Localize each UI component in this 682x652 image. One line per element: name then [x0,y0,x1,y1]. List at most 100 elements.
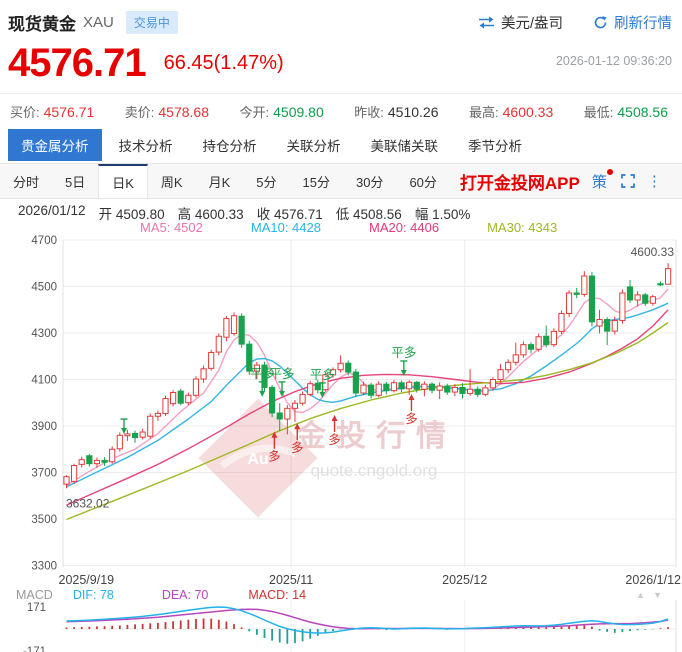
y-axis-label: 4700 [31,235,57,247]
long-mark: 多 [405,394,418,426]
macd-indicator-name[interactable]: MACD [16,587,53,602]
analysis-tab-2[interactable]: 持仓分析 [202,138,257,154]
svg-text:平多: 平多 [310,368,335,382]
quote-field-5: 最低: 4508.56 [583,103,668,120]
close-long-mark: 平多 [310,368,335,398]
analysis-tab-4[interactable]: 美联储关联 [370,138,439,154]
macd-dif-value: DIF: 78 [72,587,114,602]
analysis-tab-3[interactable]: 关联分析 [286,138,341,154]
ohlc-part-2: 收 4576.71 [256,207,323,222]
indicator-pager-arrows[interactable]: ▲▼ [636,590,670,600]
divider [0,93,682,94]
macd-axis-label: -171 [23,646,46,652]
ma-line-MA5 [66,288,669,486]
svg-text:多: 多 [405,412,418,426]
analysis-tab-bar: 贵金属分析 技术分析 持仓分析 关联分析 美联储关联 季节分析 [8,128,682,161]
price-row: 4576.71 66.45(1.47%) 2026-01-12 09:36:20 [8,40,672,92]
y-axis-label: 4500 [31,282,57,294]
close-long-mark: 平多 [250,367,275,397]
svg-text:平多: 平多 [391,346,416,360]
high-annotation: 4600.33 [631,245,675,259]
timeframe-tab-0[interactable]: 分时 [13,174,40,190]
swap-currency-icon[interactable] [478,16,495,29]
x-axis-label: 2025/9/19 [59,573,115,587]
prev-indicator-icon[interactable]: ▲ [636,589,654,600]
strategy-label: 策 [591,173,607,191]
svg-text:多: 多 [291,441,304,455]
timeframe-tab-2[interactable]: 日K [98,164,148,198]
next-indicator-icon[interactable]: ▼ [653,589,670,600]
low-annotation: 3632.02 [66,496,110,510]
strategy-button[interactable]: 策 [591,164,613,198]
header-bar: 现货黄金 XAU 交易中 美元/盎司 刷新行情 [8,8,672,36]
ma-line-MA10 [66,302,669,488]
quote-field-4: 最高: 4600.33 [469,103,554,120]
price-change: 66.45(1.47%) [163,52,284,74]
symbol-code: XAU [83,13,114,31]
macd-panel[interactable]: 171 -171 [0,600,682,652]
trading-status-badge: 交易中 [125,10,178,34]
last-price: 4576.71 [8,41,147,85]
quote-field-3: 昨收: 4510.26 [354,103,439,120]
timeframe-tab-7[interactable]: 30分 [355,174,384,190]
timeframe-tab-6[interactable]: 15分 [302,174,330,190]
quote-field-0: 买价: 4576.71 [10,103,95,120]
timeframe-bar: 分时 5日 日K 周K 月K 5分 15分 30分 60分 打开金投网APP 策 ⋮ [0,163,682,199]
currency-unit-label[interactable]: 美元/盎司 [500,15,563,32]
timeframe-tab-5[interactable]: 5分 [256,174,277,190]
ohlc-date: 2026/01/12 [18,203,86,218]
x-axis-label: 2025/11 [269,573,313,587]
close-long-mark [120,418,128,435]
svg-text:平多: 平多 [250,367,275,381]
open-app-link[interactable]: 打开金投网APP [459,173,580,193]
long-mark: 多 [268,431,281,464]
long-mark: 多 [291,423,304,455]
ma-line-MA30 [66,321,669,521]
quote-field-1: 卖价: 4578.68 [124,103,209,120]
quote-field-2: 今开: 4509.80 [239,103,324,120]
close-long-mark: 平多 [269,367,295,397]
ohlc-part-0: 开 4509.80 [98,207,165,222]
close-long-mark: 平多 [391,346,416,376]
candlestick-chart[interactable]: 4700 4500 4300 4100 3900 3700 3500 3300 Au 金投行情 qu… [0,230,682,587]
more-menu-icon[interactable]: ⋮ [646,173,662,190]
ma-legend-3: MA30: 4343 [487,220,558,235]
dif-line [66,606,669,634]
dea-line [66,608,669,630]
y-axis-label: 3300 [31,561,57,573]
macd-dea-value: DEA: 70 [161,587,209,602]
candles [63,263,672,489]
timeframe-tab-4[interactable]: 月K [208,174,231,190]
macd-axis-label: 171 [27,602,46,614]
ohlc-part-4: 幅 1.50% [414,207,471,222]
analysis-tab-1[interactable]: 技术分析 [118,138,173,154]
ohlc-part-1: 高 4600.33 [177,207,244,222]
page-title: 现货黄金 [8,14,76,34]
svg-text:平多: 平多 [269,367,294,381]
quote-timestamp: 2026-01-12 09:36:20 [555,54,672,68]
y-axis-label: 4300 [31,328,57,340]
macd-legend: MACD DIF: 78 DEA: 70 MACD: 14 ▲▼ [16,587,670,602]
x-axis-label: 2026/1/12 [625,573,681,587]
refresh-quotes-link[interactable]: 刷新行情 [614,15,672,32]
ma-legend-0: MA5: 4502 [140,220,203,235]
timeframe-tab-3[interactable]: 周K [160,174,183,190]
analysis-tab-0[interactable]: 贵金属分析 [8,128,102,161]
analysis-tab-5[interactable]: 季节分析 [468,138,522,154]
svg-text:quote.cngold.org: quote.cngold.org [311,461,438,480]
ohlc-part-3: 低 4508.56 [335,207,402,222]
y-axis-label: 4100 [31,375,57,387]
ma-legend-1: MA10: 4428 [250,220,321,235]
notification-dot [606,169,613,175]
refresh-icon[interactable] [593,15,608,30]
ma-legend: MA5: 4502 MA10: 4428 MA20: 4406 MA30: 4343 [140,220,682,235]
timeframe-tab-8[interactable]: 60分 [409,174,437,190]
macd-hist-value: MACD: 14 [248,587,307,602]
y-axis-label: 3900 [31,421,57,433]
timeframe-tab-1[interactable]: 5日 [65,174,86,190]
ma-legend-2: MA20: 4406 [368,220,440,235]
fullscreen-icon[interactable] [621,164,635,198]
svg-text:Au: Au [247,451,268,468]
ohlc-info-line: 2026/01/12 开 4509.80 高 4600.33 收 4576.71 低 4… [18,203,682,223]
y-axis-label: 3700 [31,468,57,480]
